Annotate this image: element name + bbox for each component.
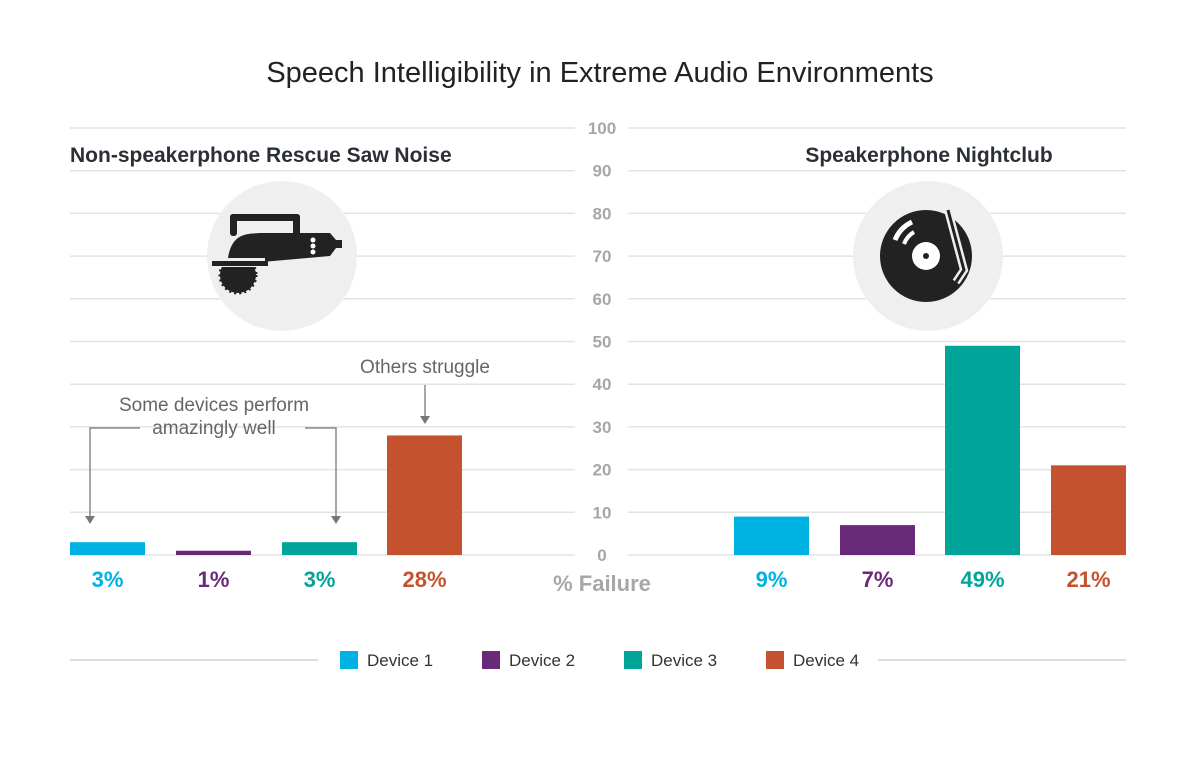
legend-item: Device 1 <box>340 651 433 670</box>
legend-label: Device 4 <box>793 651 859 670</box>
chart-title: Speech Intelligibility in Extreme Audio … <box>266 57 933 89</box>
y-tick-label: 50 <box>593 333 612 352</box>
bar-device-4 <box>387 435 462 555</box>
y-tick-label: 70 <box>593 247 612 266</box>
legend-item: Device 3 <box>624 651 717 670</box>
y-tick-label: 60 <box>593 290 612 309</box>
y-axis-ticks: 0 10 20 30 40 50 60 70 80 90 100 <box>588 119 616 565</box>
data-label: 3% <box>304 567 336 592</box>
legend-item: Device 4 <box>766 651 859 670</box>
y-tick-label: 30 <box>593 418 612 437</box>
bar-device-2 <box>176 550 251 555</box>
bar-device-1 <box>734 516 809 555</box>
bars <box>70 345 1126 555</box>
bar-device-2 <box>840 525 915 555</box>
data-label: 7% <box>862 567 894 592</box>
data-label: 9% <box>756 567 788 592</box>
y-axis-label: % Failure <box>553 571 651 596</box>
data-label: 21% <box>1066 567 1110 592</box>
bar-device-1 <box>70 542 145 555</box>
y-tick-label: 0 <box>597 546 606 565</box>
legend-label: Device 2 <box>509 651 575 670</box>
legend-label: Device 3 <box>651 651 717 670</box>
annotation-others-struggle: Others struggle <box>360 357 490 424</box>
vinyl-record-icon <box>853 181 1003 331</box>
annotation-some-devices: Some devices perform amazingly well <box>85 395 341 524</box>
left-panel-subtitle: Non-speakerphone Rescue Saw Noise <box>70 144 452 167</box>
bar-device-3 <box>945 345 1020 555</box>
y-tick-label: 40 <box>593 375 612 394</box>
data-label: 3% <box>92 567 124 592</box>
y-tick-label: 10 <box>593 503 612 522</box>
annotation-text: Others struggle <box>360 357 490 378</box>
data-label: 28% <box>402 567 446 592</box>
data-label: 49% <box>960 567 1004 592</box>
y-tick-label: 90 <box>593 162 612 181</box>
legend-label: Device 1 <box>367 651 433 670</box>
legend-item: Device 2 <box>482 651 575 670</box>
y-tick-label: 80 <box>593 204 612 223</box>
y-tick-label: 20 <box>593 461 612 480</box>
y-tick-label: 100 <box>588 119 616 138</box>
legend: Device 1 Device 2 Device 3 Device 4 <box>340 651 859 670</box>
legend-swatch <box>624 651 642 669</box>
circular-saw-icon <box>207 181 357 331</box>
bar-device-4 <box>1051 465 1126 555</box>
right-panel-subtitle: Speakerphone Nightclub <box>805 144 1052 167</box>
legend-swatch <box>482 651 500 669</box>
data-labels: 3% 1% 3% 28% 9% 7% 49% 21% <box>92 567 1111 592</box>
legend-swatch <box>340 651 358 669</box>
legend-swatch <box>766 651 784 669</box>
annotation-text: Some devices perform <box>119 395 309 416</box>
data-label: 1% <box>198 567 230 592</box>
annotation-text: amazingly well <box>152 418 276 439</box>
bar-device-3 <box>282 542 357 555</box>
